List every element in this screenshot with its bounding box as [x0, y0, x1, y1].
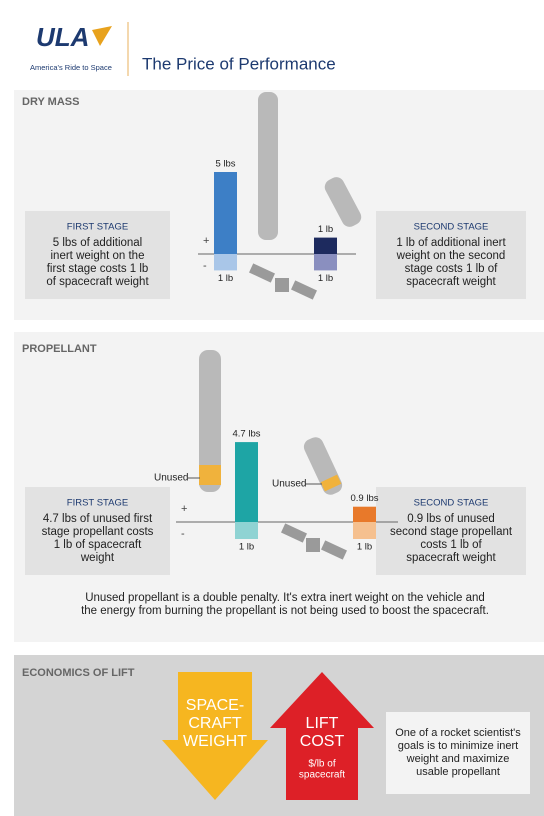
box-text: 0.9 lbs of unused [407, 513, 495, 525]
box-text: weight [80, 552, 115, 564]
box-text: 1 lb of spacecraft [54, 539, 142, 551]
value-label: 1 lb [318, 224, 333, 235]
tagline: America's Ride to Space [30, 63, 112, 72]
box-text: 1 lb of additional inert [396, 237, 506, 249]
arrow-text: WEIGHT [183, 733, 247, 750]
bar [214, 254, 237, 270]
section-title: DRY MASS [22, 96, 79, 108]
section-title: PROPELLANT [22, 343, 97, 355]
box-title: FIRST STAGE [67, 222, 128, 233]
value-label: 1 lb [357, 542, 372, 553]
value-label: 4.7 lbs [233, 429, 261, 440]
logo: ULA [36, 22, 89, 52]
box-title: SECOND STAGE [414, 222, 489, 233]
unused-label: Unused [154, 473, 188, 484]
minus: - [181, 528, 185, 540]
bar [235, 522, 258, 539]
arrow-subtext: spacecraft [299, 770, 345, 781]
page: ULA America's Ride to Space The Price of… [0, 0, 544, 816]
note-text: usable propellant [416, 766, 500, 778]
rocket [258, 92, 278, 240]
arrow-text: COST [300, 733, 345, 750]
bar [235, 442, 258, 522]
arrow-text: CRAFT [188, 715, 242, 732]
infographic: ULA America's Ride to Space The Price of… [0, 0, 544, 816]
note-text: goals is to minimize inert [398, 740, 518, 752]
note-text: the energy from burning the propellant i… [81, 605, 489, 617]
box-text: of spacecraft weight [46, 276, 149, 288]
box-text: spacecraft weight [406, 552, 496, 564]
box-text: second stage propellant [390, 526, 513, 538]
bar [214, 172, 237, 254]
section-title: ECONOMICS OF LIFT [22, 667, 135, 679]
arrow-text: LIFT [306, 715, 339, 732]
box-text: first stage costs 1 lb [47, 263, 149, 275]
value-label: 5 lbs [215, 159, 235, 170]
box-text: spacecraft weight [406, 276, 496, 288]
box-text: costs 1 lb of [420, 539, 482, 551]
arrow-text: SPACE- [186, 697, 244, 714]
box-text: stage costs 1 lb of [405, 263, 498, 275]
box-text: 4.7 lbs of unused first [43, 513, 153, 525]
bar [353, 522, 376, 539]
bar [353, 507, 376, 522]
box-text: stage propellant costs [42, 526, 154, 538]
value-label: 1 lb [218, 273, 233, 284]
unused-label: Unused [272, 479, 306, 490]
box-title: FIRST STAGE [67, 498, 128, 509]
box-text: 5 lbs of additional [53, 237, 143, 249]
arrow-subtext: $/lb of [308, 759, 335, 770]
value-label: 1 lb [239, 542, 254, 553]
plus: + [181, 503, 187, 515]
value-label: 1 lb [318, 273, 333, 284]
bar [314, 254, 337, 270]
note-text: weight and maximize [406, 753, 510, 765]
box-text: weight on the second [396, 250, 506, 262]
minus: - [203, 260, 207, 272]
box-title: SECOND STAGE [414, 498, 489, 509]
page-title: The Price of Performance [142, 54, 336, 73]
note-text: One of a rocket scientist's [395, 727, 521, 739]
note-text: Unused propellant is a double penalty. I… [85, 592, 485, 604]
bar [314, 238, 337, 254]
value-label: 0.9 lbs [351, 493, 379, 504]
box-text: inert weight on the [51, 250, 145, 262]
unused-fuel [199, 465, 221, 485]
plus: + [203, 235, 209, 247]
